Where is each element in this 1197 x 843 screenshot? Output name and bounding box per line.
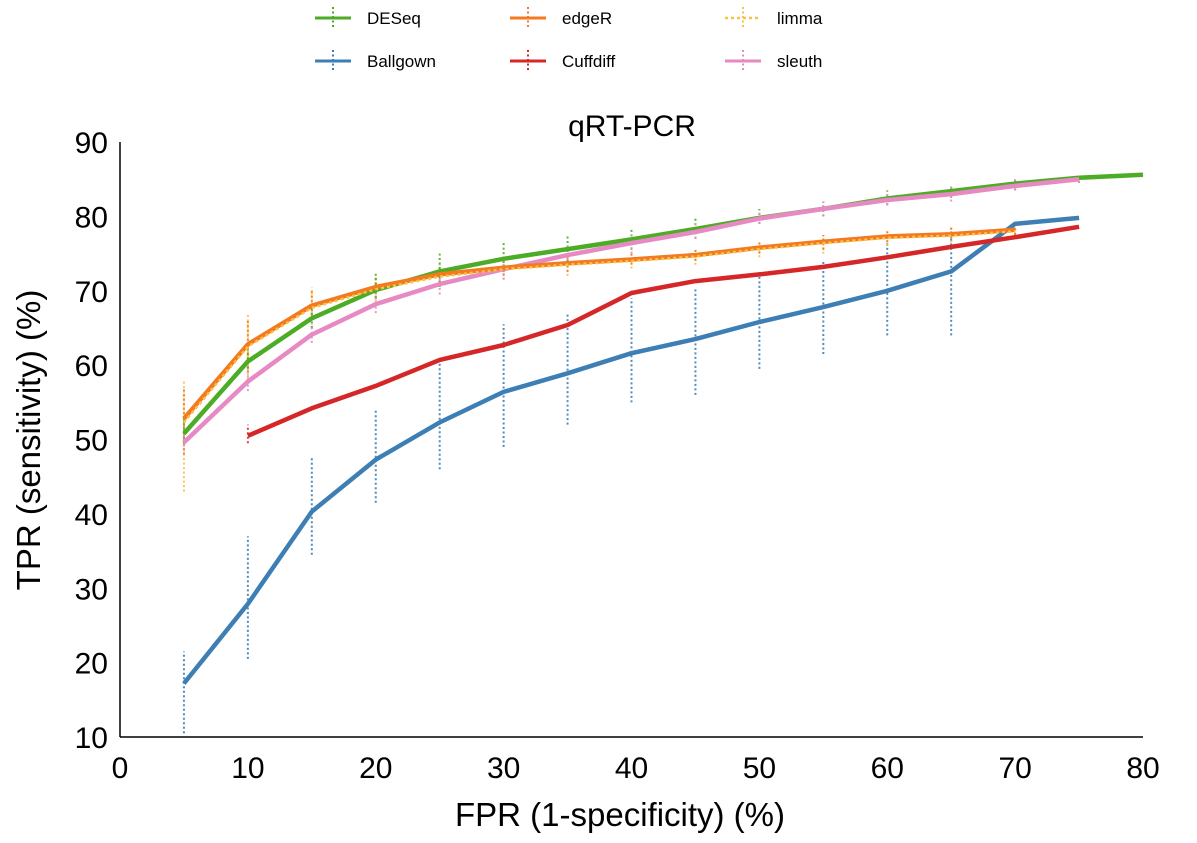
y-tick-labels: 10 20 30 40 50 60 70 80 90 [75,127,108,755]
x-tick-labels: 0 10 20 30 40 50 60 70 80 [112,752,1160,785]
series-line-limma [182,230,1016,424]
y-tick-label-20: 20 [75,648,108,681]
y-tick-label-30: 30 [75,573,108,606]
legend-item-cuffdiff: Cuffdiff [510,50,616,72]
legend-item-deseq: DESeq [315,7,421,29]
series-line-cuffdiff [247,224,1080,438]
x-axis-title: FPR (1-specificity) (%) [455,796,785,833]
legend: DESeq edgeR limma Ballgown Cuffdiff sleuth [315,7,823,72]
y-tick-label-70: 70 [75,276,108,309]
legend-label: Cuffdiff [562,52,616,71]
y-tick-label-50: 50 [75,425,108,458]
x-tick-label-80: 80 [1126,752,1159,785]
x-tick-label-0: 0 [112,752,129,785]
legend-item-ballgown: Ballgown [315,50,436,72]
y-tick-label-60: 60 [75,350,108,383]
chart-title: qRT-PCR [568,110,696,143]
x-tick-label-10: 10 [231,752,264,785]
legend-label: sleuth [777,52,822,71]
y-axis-title: TPR (sensitivity) (%) [10,290,47,591]
legend-label: Ballgown [367,52,436,71]
series-line-sleuth [182,176,1080,445]
series-line-edger [182,227,1016,421]
legend-item-sleuth: sleuth [725,50,822,72]
x-tick-label-30: 30 [487,752,520,785]
series-lines [182,172,1144,685]
legend-item-edger: edgeR [510,7,612,29]
y-tick-label-90: 90 [75,127,108,160]
x-tick-label-60: 60 [871,752,904,785]
legend-label: DESeq [367,9,421,28]
y-tick-label-80: 80 [75,201,108,234]
x-tick-label-40: 40 [615,752,648,785]
legend-item-limma: limma [725,7,823,29]
series-line-deseq [182,172,1144,436]
x-tick-label-70: 70 [998,752,1031,785]
y-tick-label-10: 10 [75,722,108,755]
series-line-ballgown [182,215,1080,685]
legend-label: edgeR [562,9,612,28]
x-tick-label-20: 20 [359,752,392,785]
x-tick-label-50: 50 [743,752,776,785]
axes [119,142,1143,738]
legend-label: limma [777,9,823,28]
y-tick-label-40: 40 [75,499,108,532]
